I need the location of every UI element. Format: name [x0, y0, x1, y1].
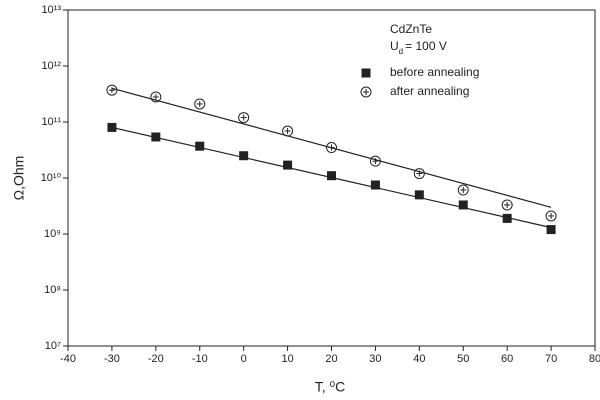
x-tick-label: 70	[545, 353, 557, 365]
legend-label: before annealing	[390, 65, 479, 79]
annotation-sample: CdZnTe	[390, 22, 432, 36]
voltage-symbol: U	[390, 39, 399, 53]
x-tick-label: -40	[60, 353, 76, 365]
point-part	[457, 184, 469, 196]
y-tick-label: 10¹⁰	[41, 172, 62, 184]
x-tick-label: -10	[192, 353, 208, 365]
x-tick-label: 40	[413, 353, 425, 365]
y-tick-label: 10⁹	[44, 228, 61, 240]
point	[150, 91, 162, 103]
point-part	[413, 168, 425, 180]
point-part	[326, 142, 337, 154]
y-tick-label: 10¹¹	[41, 116, 61, 128]
y-tick-label: 10⁸	[44, 284, 61, 296]
point-part	[194, 98, 206, 110]
point	[545, 210, 557, 222]
point	[282, 125, 294, 137]
point	[414, 190, 424, 200]
point	[502, 213, 512, 223]
legend-marker	[361, 68, 371, 78]
point	[546, 225, 556, 235]
x-tick-label: 10	[281, 353, 293, 365]
x-tick-label: 0	[241, 353, 247, 365]
x-tick-label: 50	[457, 353, 469, 365]
point-part	[150, 91, 162, 103]
x-tick-label: 80	[589, 353, 600, 365]
voltage-subscript: d	[399, 47, 403, 56]
point	[413, 168, 425, 180]
point	[326, 142, 337, 154]
legend-marker	[360, 86, 372, 98]
point	[238, 112, 250, 124]
point	[195, 141, 205, 151]
y-axis-label: Ω,Ohm	[11, 156, 27, 201]
x-axis-label: T, ⁰C	[315, 379, 346, 395]
point	[239, 151, 249, 161]
point	[458, 200, 468, 210]
y-tick-label: 10¹³	[41, 4, 61, 16]
point-part	[369, 155, 381, 167]
point	[194, 98, 206, 110]
point	[369, 155, 381, 167]
x-tick-label: 20	[325, 353, 337, 365]
point	[327, 171, 336, 181]
y-tick-label: 10¹²	[41, 60, 61, 72]
point	[457, 184, 469, 196]
x-tick-label: -30	[104, 353, 120, 365]
annotation-voltage: Ud = 100 V	[390, 39, 447, 56]
point-part	[238, 112, 250, 124]
y-tick-label: 10⁷	[45, 340, 61, 352]
point	[107, 122, 117, 132]
voltage-value: = 100 V	[405, 39, 447, 53]
point-part	[106, 84, 118, 96]
point	[151, 132, 161, 142]
x-tick-label: 30	[369, 353, 381, 365]
point-part	[545, 210, 557, 222]
point	[106, 84, 118, 96]
point	[283, 160, 293, 170]
x-tick-label: 60	[501, 353, 513, 365]
point	[370, 180, 380, 190]
legend-label: after annealing	[390, 84, 469, 98]
point-part	[282, 125, 294, 137]
point	[501, 199, 513, 211]
x-tick-label: -20	[148, 353, 164, 365]
point-part	[501, 199, 513, 211]
point-part	[360, 86, 372, 98]
